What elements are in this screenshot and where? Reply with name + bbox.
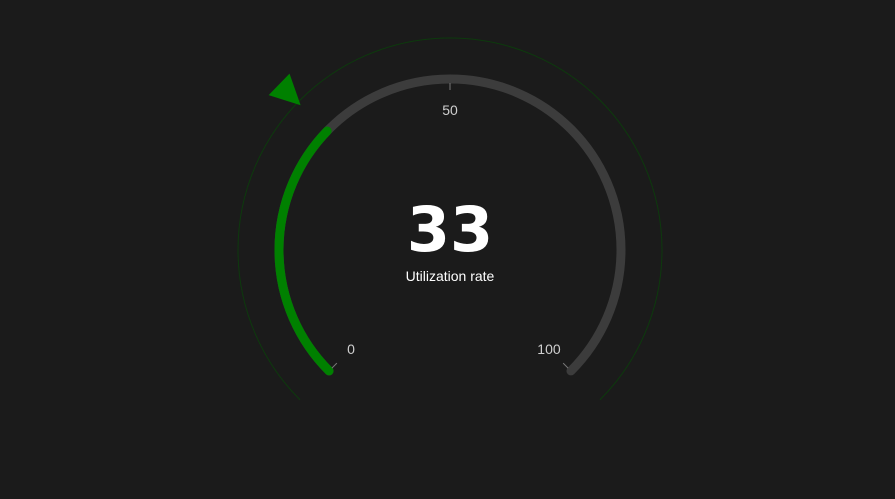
gauge-progress-arc [274,126,334,376]
tick-label: 100 [537,341,561,357]
tick-label: 50 [442,102,458,118]
tick-mark [562,362,569,369]
tick-labels: 0 50 100 [347,102,561,357]
tick-marks [331,83,569,369]
pointer-triangle-icon [268,73,301,106]
gauge-value: 33 [407,193,493,266]
outer-ring [237,37,663,401]
gauge-label: Utilization rate [406,268,495,284]
tick-label: 0 [347,341,355,357]
tick-mark [331,362,338,369]
